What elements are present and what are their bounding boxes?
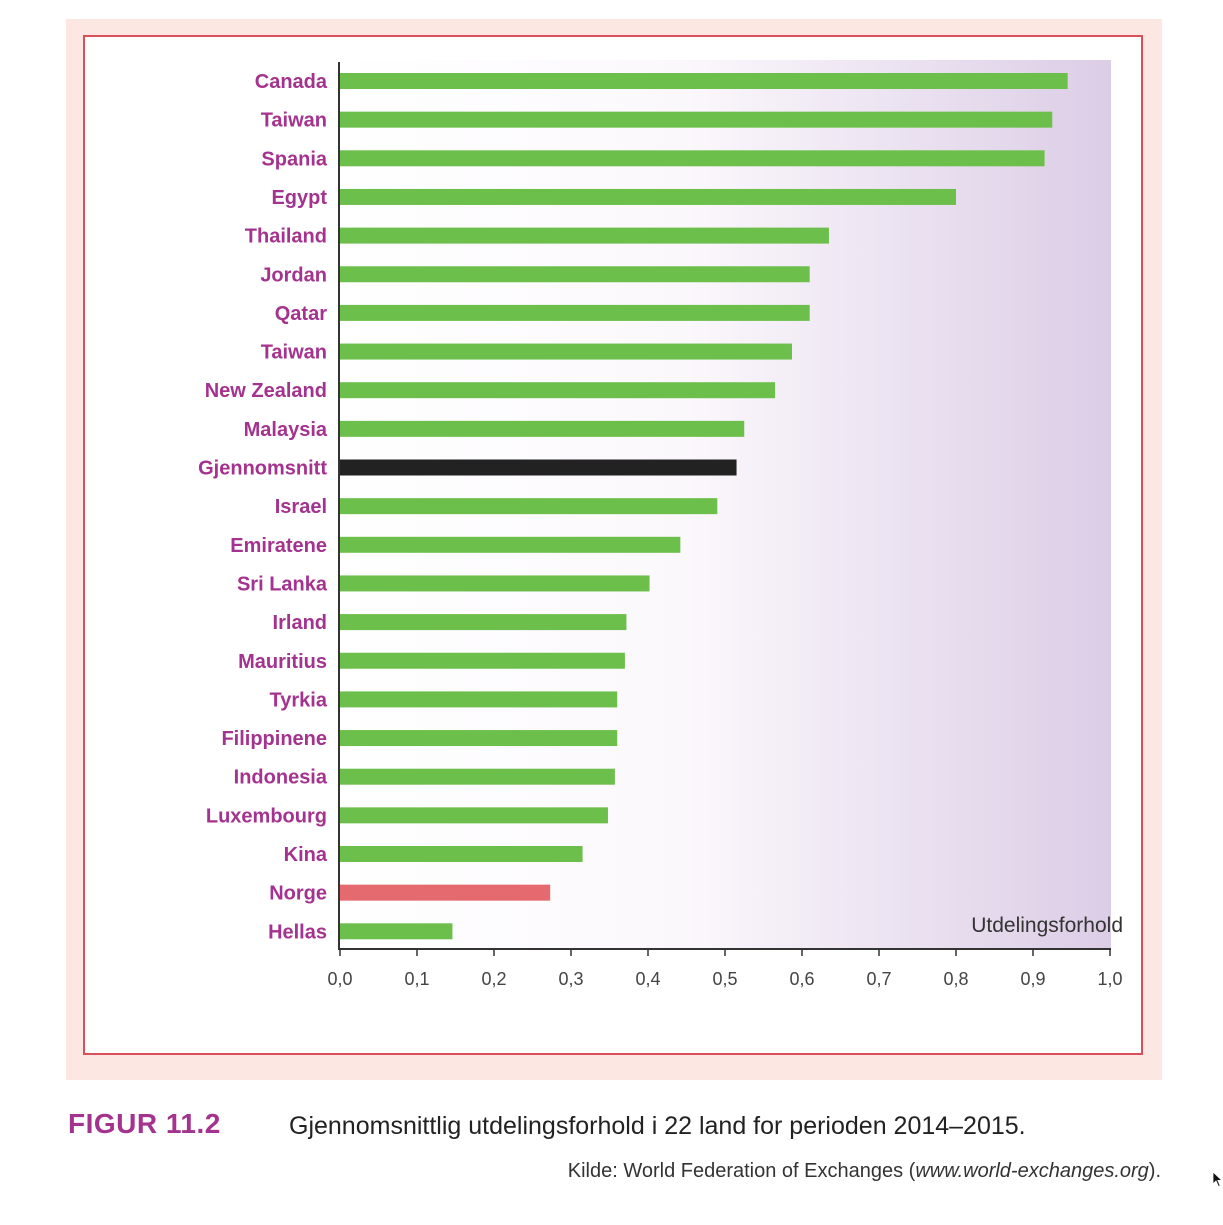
category-label: Israel	[275, 496, 327, 518]
source-prefix: Kilde: World Federation of Exchanges (	[567, 1160, 916, 1182]
category-label: Taiwan	[261, 342, 327, 364]
bar-luxembourg	[340, 807, 608, 824]
category-label: Indonesia	[234, 767, 328, 789]
bar-jordan	[340, 266, 810, 283]
category-label: Luxembourg	[206, 805, 327, 827]
bar-emiratene	[340, 536, 681, 553]
bar-israel	[340, 498, 718, 515]
category-label: Canada	[255, 71, 328, 93]
bar-hellas	[340, 923, 453, 940]
bar-taiwan	[340, 343, 792, 360]
category-label: Kina	[284, 844, 328, 866]
category-label: New Zealand	[205, 380, 327, 402]
category-label: Malaysia	[244, 419, 328, 441]
x-tick-label: 0,4	[635, 969, 660, 989]
bar-thailand	[340, 227, 829, 244]
category-label: Hellas	[268, 921, 327, 943]
category-label: Mauritius	[238, 651, 327, 673]
category-label: Egypt	[271, 187, 327, 209]
bar-tyrkia	[340, 691, 618, 708]
category-label: Sri Lanka	[237, 573, 328, 595]
x-tick-label: 0,1	[404, 969, 429, 989]
category-label: Emiratene	[230, 535, 327, 557]
category-label: Filippinene	[221, 728, 327, 750]
bar-mauritius	[340, 652, 625, 669]
bar-norge	[340, 884, 551, 901]
mouse-cursor-icon	[1213, 1172, 1223, 1188]
bar-kina	[340, 846, 583, 862]
bar-qatar	[340, 304, 810, 321]
category-label: Thailand	[245, 226, 327, 248]
category-label: Taiwan	[261, 110, 327, 132]
figure-number: FIGUR 11.2	[68, 1108, 221, 1139]
source-suffix: ).	[1148, 1160, 1161, 1182]
bar-irland	[340, 614, 627, 631]
bar-sri-lanka	[340, 575, 650, 592]
x-axis-title: Utdelingsforhold	[971, 914, 1123, 937]
x-tick-label: 0,2	[481, 969, 506, 989]
source-note: Kilde: World Federation of Exchanges (ww…	[568, 1160, 1161, 1183]
category-label: Norge	[269, 883, 327, 905]
bar-canada	[340, 73, 1068, 89]
x-tick-label: 0,0	[327, 969, 352, 989]
bar-chart: Canada Taiwan Spania Egypt Thailand Jordan Qat…	[198, 60, 1123, 989]
category-label: Irland	[273, 612, 327, 634]
x-tick-label: 0,3	[558, 969, 583, 989]
x-tick-label: 0,8	[943, 969, 968, 989]
bar-egypt	[340, 188, 956, 205]
source-link[interactable]: www.world-exchanges.org	[915, 1160, 1149, 1182]
x-tick-label: 0,5	[712, 969, 737, 989]
bar-filippinene	[340, 730, 618, 747]
category-label: Qatar	[275, 303, 327, 325]
bar-taiwan	[340, 111, 1053, 128]
x-tick-label: 0,9	[1020, 969, 1045, 989]
bar-malaysia	[340, 420, 745, 437]
bar-indonesia	[340, 768, 615, 785]
bar-spania	[340, 150, 1045, 167]
figure-caption: Gjennomsnittlig utdelingsforhold i 22 la…	[289, 1112, 1026, 1140]
x-tick-label: 0,6	[789, 969, 814, 989]
x-tick-label: 1,0	[1097, 969, 1122, 989]
bar-gjennomsnitt	[340, 459, 737, 476]
category-label: Tyrkia	[270, 689, 328, 711]
category-label: Spania	[261, 148, 327, 170]
category-label: Gjennomsnitt	[198, 458, 327, 480]
x-tick-label: 0,7	[866, 969, 891, 989]
bar-new-zealand	[340, 382, 776, 399]
category-label: Jordan	[260, 264, 327, 286]
